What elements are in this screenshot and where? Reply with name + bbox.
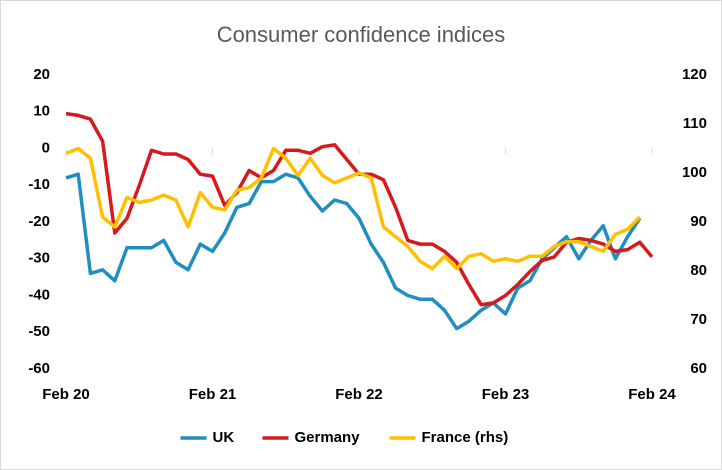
legend-label: France (rhs) — [422, 429, 509, 446]
y2-tick-label: 90 — [690, 213, 707, 230]
y-tick-label: 20 — [33, 66, 50, 83]
y-tick-label: -10 — [28, 176, 50, 193]
y-tick-label: -40 — [28, 286, 50, 303]
y2-tick-label: 120 — [682, 66, 707, 83]
y-tick-label: -20 — [28, 213, 50, 230]
chart-title: Consumer confidence indices — [217, 22, 506, 47]
y2-tick-label: 80 — [690, 262, 707, 279]
y-tick-label: 0 — [42, 139, 50, 156]
y2-tick-label: 60 — [690, 360, 707, 377]
y2-tick-label: 110 — [683, 115, 707, 132]
legend-label: UK — [213, 429, 235, 446]
y2-tick-label: 70 — [690, 311, 707, 328]
x-tick-label: Feb 23 — [482, 386, 530, 403]
legend-label: Germany — [295, 429, 361, 446]
x-tick-label: Feb 24 — [628, 386, 676, 403]
y-tick-label: -50 — [28, 323, 50, 340]
series-line — [65, 146, 642, 271]
x-tick-label: Feb 22 — [335, 386, 383, 403]
y2-tick-label: 100 — [682, 164, 707, 181]
y-tick-label: -60 — [28, 360, 50, 377]
y-tick-label: -30 — [28, 250, 50, 267]
y-tick-label: 10 — [33, 103, 50, 120]
x-tick-label: Feb 20 — [42, 386, 90, 403]
series-line — [65, 172, 642, 331]
x-tick-label: Feb 21 — [189, 386, 237, 403]
